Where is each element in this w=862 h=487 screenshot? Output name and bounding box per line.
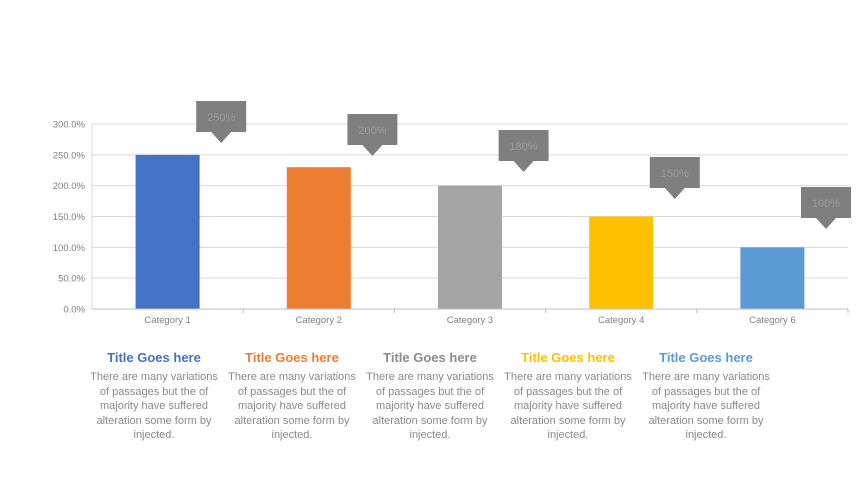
callout-box bbox=[649, 157, 700, 199]
x-tick-label: Category 2 bbox=[296, 315, 342, 326]
caption-title: Title Goes here bbox=[245, 350, 339, 365]
bar bbox=[438, 185, 502, 309]
caption-row: Title Goes here There are many variation… bbox=[86, 350, 776, 450]
caption-2: Title Goes here There are many variation… bbox=[224, 350, 360, 443]
caption-text: There are many variations of passages bu… bbox=[366, 371, 494, 441]
callout-box bbox=[498, 130, 549, 172]
bar bbox=[589, 216, 654, 309]
bar bbox=[740, 247, 805, 309]
caption-title: Title Goes here bbox=[521, 350, 615, 365]
value-callouts: 250% 200% 180% 150% 100% bbox=[196, 101, 851, 229]
caption-title: Title Goes here bbox=[107, 350, 201, 365]
y-tick-label: 250.0% bbox=[53, 150, 86, 161]
bar bbox=[286, 167, 351, 309]
caption-text: There are many variations of passages bu… bbox=[228, 371, 356, 441]
caption-text: There are many variations of passages bu… bbox=[90, 371, 218, 441]
bar bbox=[135, 154, 200, 309]
callout-label: 180% bbox=[510, 141, 538, 153]
callout-label: 200% bbox=[358, 125, 386, 137]
callout-label: 250% bbox=[207, 112, 235, 124]
x-tick-label: Category 4 bbox=[598, 315, 644, 326]
y-tick-label: 50.0% bbox=[58, 274, 85, 285]
chart-bars bbox=[135, 154, 805, 309]
caption-title: Title Goes here bbox=[383, 350, 477, 365]
callout-label: 100% bbox=[812, 198, 840, 210]
y-tick-label: 200.0% bbox=[53, 181, 86, 192]
caption-text: There are many variations of passages bu… bbox=[642, 371, 770, 441]
y-axis-ticks: 0.0% 50.0% 100.0% 150.0% 200.0% 250.0% 300.0% bbox=[53, 120, 86, 316]
caption-3: Title Goes here There are many variation… bbox=[362, 350, 498, 443]
y-tick-label: 150.0% bbox=[53, 212, 86, 223]
x-axis: Category 1 Category 2 Category 3 Category 4… bbox=[91, 124, 849, 326]
caption-title: Title Goes here bbox=[659, 350, 753, 365]
caption-1: Title Goes here There are many variation… bbox=[86, 350, 222, 443]
bar-chart: 0.0%50.0%100.0%150.0%200.0%250.0%300.0% … bbox=[53, 101, 851, 326]
callout-box bbox=[196, 101, 247, 143]
x-tick-label: Category 1 bbox=[144, 315, 190, 326]
callout-box bbox=[801, 187, 851, 229]
caption-4: Title Goes here There are many variation… bbox=[500, 350, 636, 443]
x-tick-label: Category 6 bbox=[749, 315, 795, 326]
callout-label: 150% bbox=[661, 168, 689, 180]
caption-5: Title Goes here There are many variation… bbox=[638, 350, 774, 443]
x-tick-label: Category 3 bbox=[447, 315, 493, 326]
y-tick-label: 0.0% bbox=[63, 305, 85, 316]
callout-box bbox=[347, 114, 398, 156]
y-tick-label: 100.0% bbox=[53, 243, 86, 254]
y-tick-label: 300.0% bbox=[53, 120, 86, 131]
caption-text: There are many variations of passages bu… bbox=[504, 371, 632, 441]
